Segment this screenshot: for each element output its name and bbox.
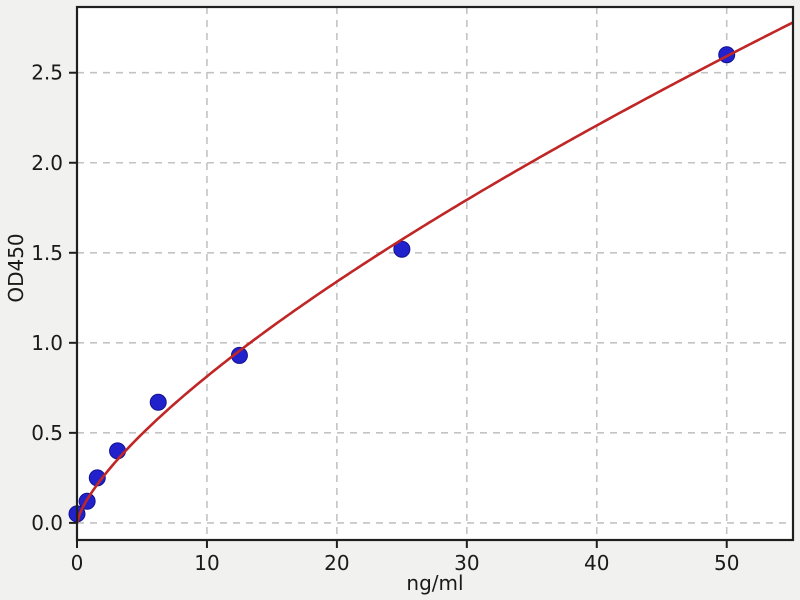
scatter-points	[68, 46, 736, 523]
tick-labels: 0 10 20 30 40 50 0.0 0.5 1.0 1.5 2.0 2.5	[31, 61, 739, 575]
x-tick-label: 10	[194, 551, 219, 575]
plot-area	[77, 7, 793, 540]
fit-curve	[75, 21, 794, 524]
x-tick-label: 20	[324, 551, 349, 575]
y-tick-label: 1.0	[31, 331, 63, 355]
y-tick-label: 0.0	[31, 511, 63, 535]
x-tick-label: 30	[454, 551, 479, 575]
x-axis-label: ng/ml	[406, 571, 464, 595]
y-axis-label: OD450	[4, 233, 28, 303]
y-tick-label: 0.5	[31, 421, 63, 445]
data-point	[109, 442, 127, 460]
tick-marks	[69, 71, 728, 548]
x-tick-label: 50	[714, 551, 739, 575]
data-point	[149, 393, 167, 411]
x-tick-label: 40	[584, 551, 609, 575]
y-tick-label: 2.5	[31, 61, 63, 85]
y-tick-label: 1.5	[31, 241, 63, 265]
gridlines	[77, 7, 793, 540]
x-tick-label: 0	[71, 551, 84, 575]
plot-border	[75, 5, 795, 542]
data-point	[393, 240, 411, 258]
y-tick-label: 2.0	[31, 151, 63, 175]
